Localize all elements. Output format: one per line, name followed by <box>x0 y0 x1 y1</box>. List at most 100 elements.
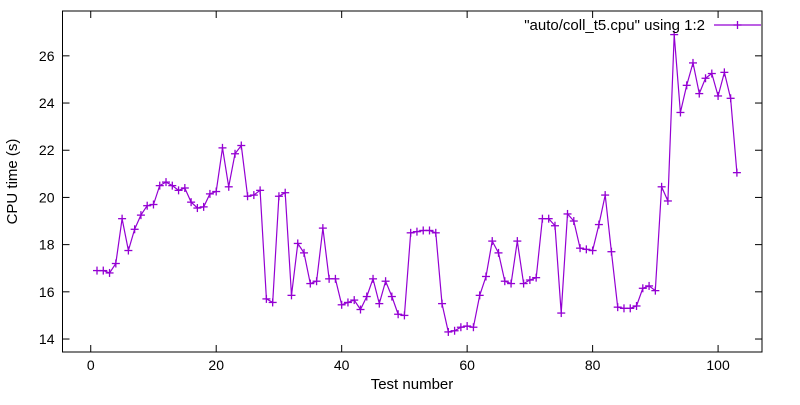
data-point-marker <box>607 247 616 256</box>
data-point-marker <box>199 202 208 211</box>
x-tick-label: 40 <box>334 357 350 373</box>
plot-border <box>62 10 763 353</box>
data-point-marker <box>168 181 177 190</box>
data-point-marker <box>387 292 396 301</box>
data-point-marker <box>456 323 465 332</box>
data-point-marker <box>162 178 171 187</box>
data-point-marker <box>293 239 302 248</box>
data-point-marker <box>732 168 741 177</box>
data-point-marker <box>231 149 240 158</box>
data-point-marker <box>450 326 459 335</box>
data-point-marker <box>136 211 145 220</box>
y-tick-label: 18 <box>39 237 55 253</box>
data-point-marker <box>645 281 654 290</box>
data-point-marker <box>312 277 321 286</box>
data-point-marker <box>406 228 415 237</box>
data-point-marker <box>243 192 252 201</box>
data-point-marker <box>256 186 265 195</box>
data-point-marker <box>657 182 666 191</box>
legend: "auto/coll_t5.cpu" using 1:2 <box>524 17 761 34</box>
data-point-marker <box>212 187 221 196</box>
data-point-marker <box>601 191 610 200</box>
data-point-marker <box>638 284 647 293</box>
data-point-marker <box>695 89 704 98</box>
data-point-marker <box>701 74 710 83</box>
y-tick-label: 22 <box>39 142 55 158</box>
data-point-marker <box>670 30 679 39</box>
data-point-marker <box>124 246 133 255</box>
y-tick-label: 24 <box>39 95 55 111</box>
data-point-marker <box>557 309 566 318</box>
data-point-marker <box>613 303 622 312</box>
data-point-marker <box>318 224 327 233</box>
x-tick-label: 100 <box>706 357 730 373</box>
data-point-marker <box>155 181 164 190</box>
data-point-marker <box>469 323 478 332</box>
data-point-marker <box>594 220 603 229</box>
data-point-marker <box>343 298 352 307</box>
data-point-marker <box>663 196 672 205</box>
legend-label: "auto/coll_t5.cpu" using 1:2 <box>524 17 705 34</box>
data-point-marker <box>180 183 189 192</box>
data-point-marker <box>118 214 127 223</box>
data-point-marker <box>550 221 559 230</box>
data-point-marker <box>105 268 114 277</box>
data-point-marker <box>111 259 120 268</box>
data-point-marker <box>544 214 553 223</box>
x-tick-label: 20 <box>208 357 224 373</box>
data-point-marker <box>394 310 403 319</box>
data-point-marker <box>337 300 346 309</box>
data-point-marker <box>438 299 447 308</box>
data-point-marker <box>632 301 641 310</box>
data-point-marker <box>130 225 139 234</box>
data-point-marker <box>532 273 541 282</box>
data-point-marker <box>237 141 246 150</box>
y-tick-label: 26 <box>39 48 55 64</box>
data-point-marker <box>187 198 196 207</box>
data-point-marker <box>193 204 202 213</box>
data-point-marker <box>369 274 378 283</box>
data-point-marker <box>99 266 108 275</box>
y-tick-label: 20 <box>39 189 55 205</box>
data-point-marker <box>381 277 390 286</box>
data-point-marker <box>356 305 365 314</box>
data-point-marker <box>525 276 534 285</box>
data-point-marker <box>720 68 729 77</box>
x-axis-label: Test number <box>371 376 454 393</box>
data-point-marker <box>262 294 271 303</box>
y-tick-label: 14 <box>39 331 55 347</box>
data-point-marker <box>714 91 723 100</box>
data-point-marker <box>463 322 472 331</box>
data-point-marker <box>582 245 591 254</box>
data-point-marker <box>507 279 516 288</box>
x-tick-label: 60 <box>459 357 475 373</box>
data-point-marker <box>300 248 309 257</box>
data-point-marker <box>224 182 233 191</box>
data-point-marker <box>500 277 509 286</box>
data-point-marker <box>174 186 183 195</box>
data-point-marker <box>375 299 384 308</box>
series-line <box>93 30 741 336</box>
data-point-marker <box>205 189 214 198</box>
data-point-marker <box>576 244 585 253</box>
data-point-marker <box>475 291 484 300</box>
data-point-marker <box>513 237 522 246</box>
data-point-marker <box>249 191 258 200</box>
data-point-marker <box>688 58 697 67</box>
data-point-marker <box>281 188 290 197</box>
data-point-marker <box>481 272 490 281</box>
data-point-marker <box>350 296 359 305</box>
data-point-marker <box>400 311 409 320</box>
x-tick-label: 0 <box>87 357 95 373</box>
data-point-marker <box>682 81 691 90</box>
data-point-marker <box>149 200 158 209</box>
data-point-marker <box>425 226 434 235</box>
legend-sample-marker <box>733 21 742 29</box>
data-point-marker <box>431 228 440 237</box>
y-tick-label: 16 <box>39 284 55 300</box>
data-point-marker <box>488 237 497 246</box>
data-point-marker <box>218 143 227 152</box>
y-axis-label: CPU time (s) <box>4 139 21 225</box>
